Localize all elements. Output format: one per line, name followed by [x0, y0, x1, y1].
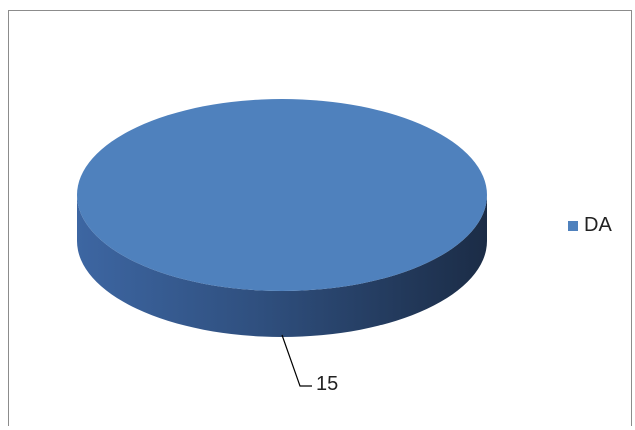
pie-slice-side-da [77, 195, 487, 337]
legend: DA [568, 214, 612, 237]
pie-slice-da [77, 99, 487, 291]
legend-label-da: DA [584, 214, 612, 236]
legend-swatch [568, 220, 578, 231]
data-label: 15 [316, 373, 338, 395]
data-label-leader-line [281, 334, 312, 387]
